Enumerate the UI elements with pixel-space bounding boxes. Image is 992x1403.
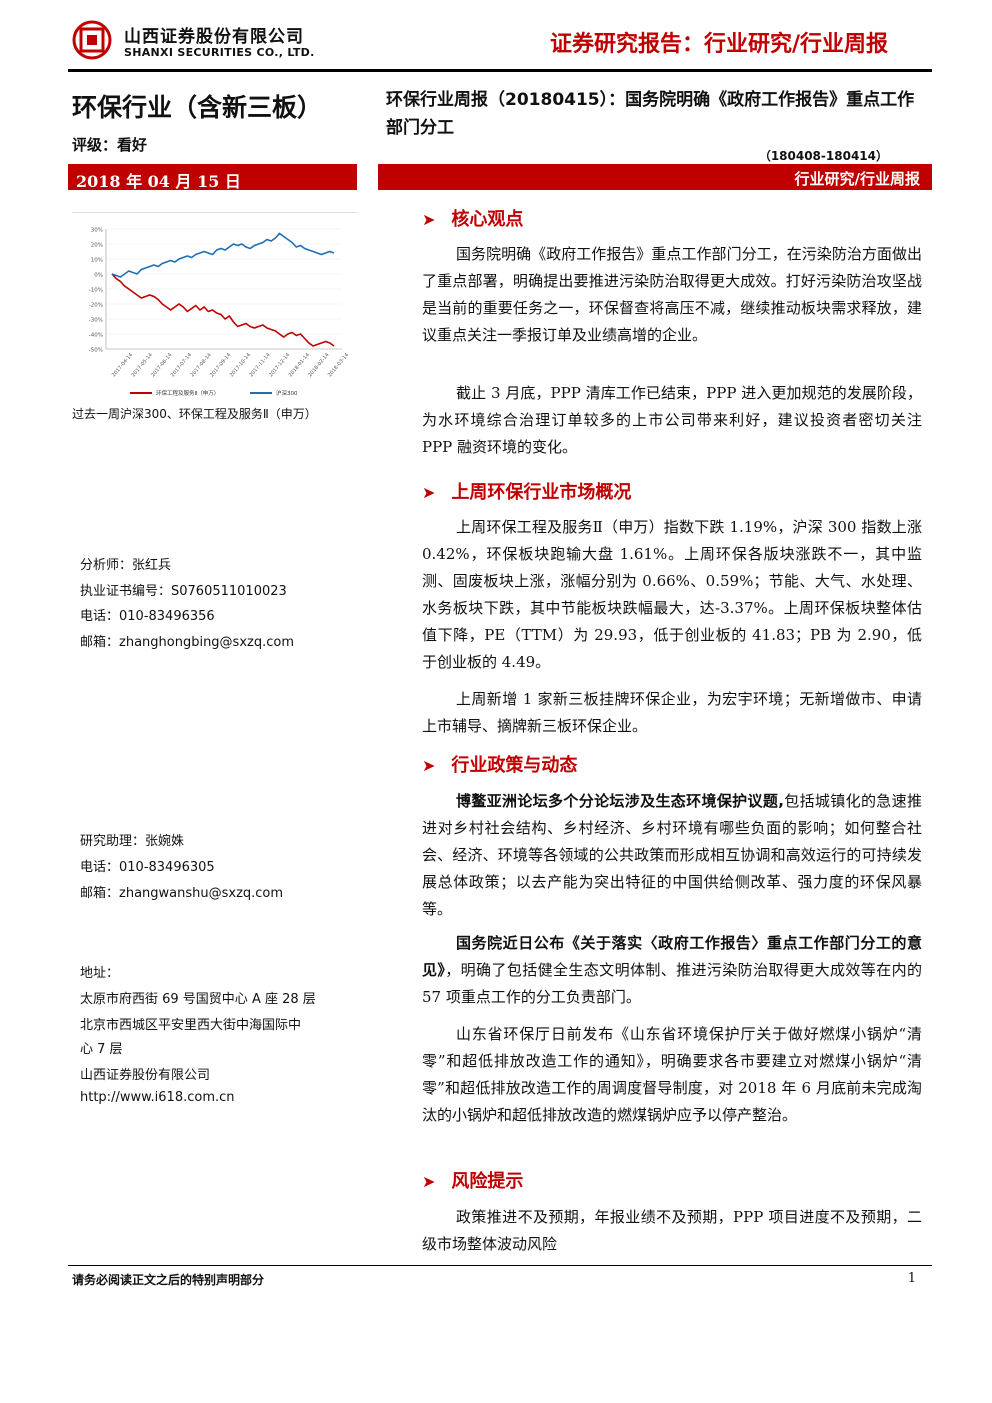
chart-y-tick-label: -30%: [89, 318, 103, 324]
analyst-email[interactable]: 邮箱：zhanghongbing@sxzq.com: [80, 635, 294, 650]
date-bar: [68, 164, 357, 190]
chart-y-tick-label: 10%: [91, 258, 103, 264]
sector-title: 环保行业（含新三板）: [72, 93, 323, 122]
chart-caption: 过去一周沪深300、环保工程及服务Ⅱ（申万）: [72, 407, 317, 421]
company-website-link[interactable]: http://www.i618.com.cn: [80, 1090, 235, 1105]
chart-y-tick-label: 30%: [91, 228, 103, 234]
company-name-cn: 山西证券股份有限公司: [124, 27, 304, 47]
chart-y-tick-label: -20%: [89, 303, 103, 309]
paragraph-policy-2: 国务院近日公布《关于落实〈政府工作报告〉重点工作部门分工的意见》，明确了包括健全…: [422, 934, 922, 1006]
paragraph-policy-1: 博鳌亚洲论坛多个分论坛涉及生态环境保护议题,包括城镇化的急速推进对乡村社会结构、…: [422, 792, 922, 918]
header-divider: [68, 69, 932, 72]
report-type: 证券研究报告：行业研究/行业周报: [549, 32, 888, 57]
paragraph-policy-3: 山东省环保厅日前发布《山东省环境保护厅关于做好燃煤小锅炉“清零”和超低排放改造工…: [422, 1025, 922, 1124]
chart-y-tick-label: 0%: [94, 273, 103, 279]
footer-divider: [68, 1265, 932, 1266]
address-taiyuan: 太原市府西街 69 号国贸中心 A 座 28 层: [80, 992, 316, 1007]
analyst-name: 分析师：张红兵: [80, 558, 172, 573]
chart-legend-label: 沪深300: [276, 389, 298, 397]
report-period: （180408-180414）: [758, 149, 888, 163]
address-company: 山西证券股份有限公司: [80, 1068, 211, 1083]
address-beijing-cont: 心 7 层: [80, 1042, 123, 1057]
section-market-overview: ➤ 上周环保行业市场概况: [422, 482, 632, 503]
report-title: 环保行业周报（20180415）：国务院明确《政府工作报告》重点工作部门分工: [386, 90, 915, 138]
performance-chart: 30% 20% 10% 0% -10% -20% -30% -40% -50% 2017-04-1…: [72, 212, 357, 399]
bullet-arrow-icon: ➤: [422, 483, 436, 502]
analyst-phone: 电话：010-83496356: [80, 609, 215, 624]
chart-y-tick-label: 20%: [91, 243, 103, 249]
bullet-arrow-icon: ➤: [422, 210, 436, 229]
bullet-arrow-icon: ➤: [422, 756, 436, 775]
paragraph-core-2: 截止 3 月底，PPP 清库工作已结束，PPP 进入更加规范的发展阶段，为水环境…: [422, 384, 922, 456]
rating: 评级：看好: [72, 136, 148, 154]
section-risk: ➤ 风险提示: [422, 1171, 524, 1192]
analyst-cert: 执业证书编号：S0760511010023: [80, 584, 287, 599]
chart-series-line-1: [111, 232, 335, 278]
paragraph-risk: 政策推进不及预期，年报业绩不及预期，PPP 项目进度不及预期，二级市场整体波动风…: [422, 1208, 922, 1253]
address-label: 地址：: [80, 966, 120, 981]
company-name-en: SHANXI SECURITIES CO., LTD.: [124, 46, 315, 59]
assistant-name: 研究助理：张婉姝: [80, 834, 185, 849]
paragraph-policy-2-lead: 国务院近日公布《关于落实〈政府工作报告〉重点工作部门分工的意见》: [422, 934, 922, 979]
chart-series-line-0: [111, 273, 335, 347]
paragraph-core-1: 国务院明确《政府工作报告》重点工作部门分工，在污染防治方面做出了重点部署，明确提…: [422, 245, 922, 344]
paragraph-market-2: 上周新增 1 家新三板挂牌环保企业，为宏宇环境；无新增做市、申请上市辅导、摘牌新…: [422, 690, 922, 735]
chart-y-tick-label: -10%: [89, 288, 103, 294]
page-number: 1: [907, 1271, 916, 1286]
report-date: 2018 年 04 月 15 日: [76, 172, 241, 191]
chart-svg: 30%20%10%0%-10%-20%-30%-40%-50%2017-04-1…: [89, 228, 350, 398]
chart-legend-label: 环保工程及服务Ⅱ（申万）: [156, 389, 219, 397]
address-beijing: 北京市西城区平安里西大街中海国际中: [80, 1018, 302, 1033]
bullet-arrow-icon: ➤: [422, 1172, 436, 1191]
assistant-phone: 电话：010-83496305: [80, 860, 215, 875]
disclaimer-note: 请务必阅读正文之后的特别声明部分: [72, 1273, 265, 1287]
chart-y-tick-label: -50%: [89, 348, 103, 354]
section-policy: ➤ 行业政策与动态: [422, 755, 578, 776]
category-label: 行业研究/行业周报: [794, 170, 920, 188]
paragraph-policy-1-lead: 博鳌亚洲论坛多个分论坛涉及生态环境保护议题,: [456, 792, 784, 810]
assistant-email[interactable]: 邮箱：zhangwanshu@sxzq.com: [80, 886, 284, 901]
company-logo-icon: [72, 20, 112, 60]
category-bar: [378, 164, 932, 190]
section-core-view: ➤ 核心观点: [422, 209, 524, 230]
chart-y-tick-label: -40%: [89, 333, 103, 339]
paragraph-market-1: 上周环保工程及服务Ⅱ（申万）指数下跌 1.19%，沪深 300 指数上涨 0.4…: [422, 518, 922, 671]
